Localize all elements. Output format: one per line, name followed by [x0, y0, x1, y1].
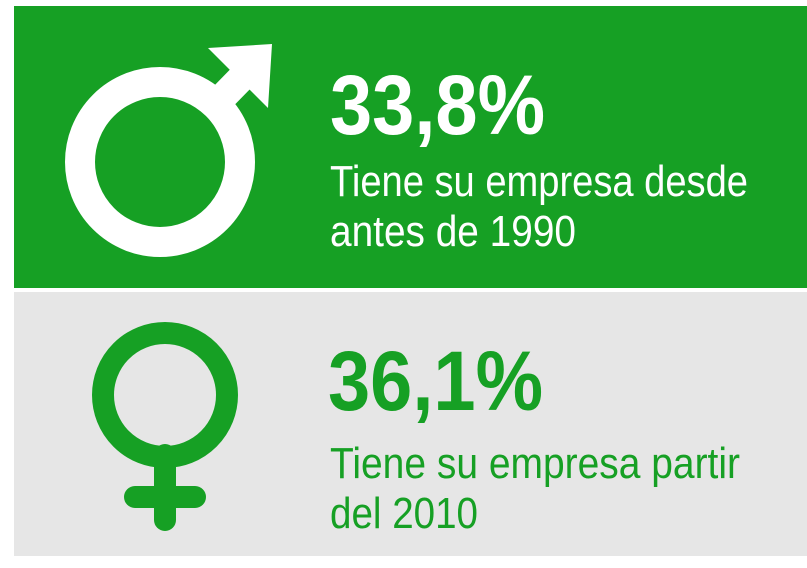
male-description: antes de 1990: [330, 207, 576, 256]
male-percent: 33,8%: [330, 58, 545, 152]
female-percent: 36,1%: [328, 334, 543, 428]
female-description: Tiene su empresa partir: [330, 439, 740, 488]
male-icon: [65, 44, 272, 257]
male-description: Tiene su empresa desde: [330, 157, 748, 206]
female-description: del 2010: [330, 489, 478, 538]
female-icon: [92, 322, 238, 531]
